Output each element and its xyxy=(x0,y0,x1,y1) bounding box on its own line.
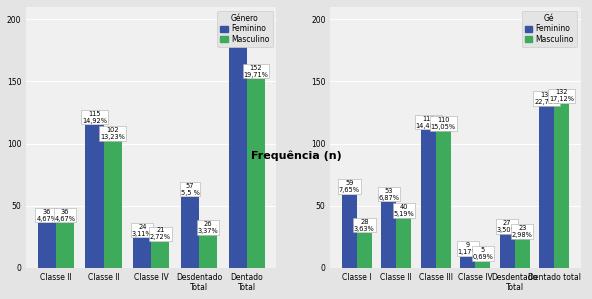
Bar xyxy=(199,236,217,268)
Text: 23
2,98%: 23 2,98% xyxy=(511,225,533,238)
Text: 110
15,05%: 110 15,05% xyxy=(431,117,456,130)
Text: 130
22,75%: 130 22,75% xyxy=(534,92,559,105)
Bar xyxy=(56,223,74,268)
Bar xyxy=(38,223,56,268)
Legend: Feminino, Masculino: Feminino, Masculino xyxy=(522,11,577,47)
Text: 57
5,5 %: 57 5,5 % xyxy=(181,183,200,196)
Bar xyxy=(133,238,152,268)
Bar xyxy=(104,141,122,268)
Bar xyxy=(85,125,104,268)
Text: 36
4,67%: 36 4,67% xyxy=(54,209,75,222)
Bar xyxy=(475,262,490,268)
Text: 24
3,11%: 24 3,11% xyxy=(132,224,153,237)
Text: 59
7,65%: 59 7,65% xyxy=(339,180,360,193)
Bar xyxy=(396,218,411,268)
Bar xyxy=(247,79,265,268)
Text: 27
3,50%: 27 3,50% xyxy=(497,220,517,233)
Bar xyxy=(229,36,247,268)
Text: 28
3,63%: 28 3,63% xyxy=(354,219,375,232)
Text: Frequência (n): Frequência (n) xyxy=(250,150,342,161)
Bar xyxy=(152,242,169,268)
Bar xyxy=(436,131,451,268)
Bar xyxy=(500,234,514,268)
Bar xyxy=(554,104,569,268)
Bar xyxy=(421,130,436,268)
Bar xyxy=(381,202,396,268)
Bar xyxy=(342,195,357,268)
Text: 152
19,71%: 152 19,71% xyxy=(243,65,268,78)
Bar xyxy=(460,257,475,268)
Text: 187
24,25%: 187 24,25% xyxy=(225,21,250,34)
Text: 132
17,12%: 132 17,12% xyxy=(549,89,574,103)
Legend: Feminino, Masculino: Feminino, Masculino xyxy=(217,11,272,47)
Text: 102
13,23%: 102 13,23% xyxy=(100,127,125,140)
Bar xyxy=(539,106,554,268)
Text: 111
14,40%: 111 14,40% xyxy=(416,115,441,129)
Text: 5
0,69%: 5 0,69% xyxy=(472,247,493,260)
Text: 21
2,72%: 21 2,72% xyxy=(150,227,171,240)
Text: 26
3,37%: 26 3,37% xyxy=(198,221,218,234)
Text: 40
5,19%: 40 5,19% xyxy=(394,204,414,217)
Text: 36
4,67%: 36 4,67% xyxy=(36,209,57,222)
Bar xyxy=(181,197,199,268)
Bar xyxy=(514,239,530,268)
Text: 115
14,92%: 115 14,92% xyxy=(82,111,107,123)
Text: 9
1,17%: 9 1,17% xyxy=(458,242,478,255)
Text: 53
6,87%: 53 6,87% xyxy=(378,187,399,201)
Bar xyxy=(357,233,372,268)
